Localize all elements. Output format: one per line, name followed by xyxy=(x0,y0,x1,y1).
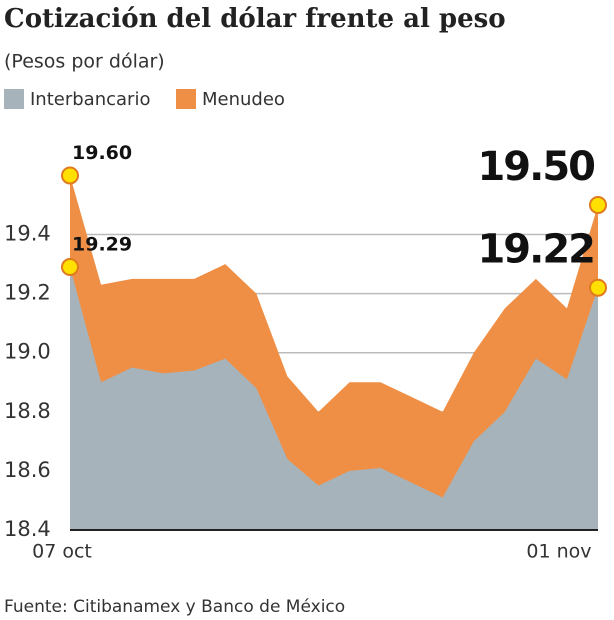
data-label: 19.60 xyxy=(72,142,132,164)
point-marker xyxy=(589,196,607,214)
legend-swatch xyxy=(4,89,24,109)
data-label: 19.50 xyxy=(477,144,594,190)
legend-label: Menudeo xyxy=(202,89,285,110)
point-marker xyxy=(61,166,79,185)
y-tick-label: 18.6 xyxy=(4,458,51,482)
source: Fuente: Citibanamex y Banco de México xyxy=(4,597,345,617)
y-tick-label: 18.4 xyxy=(4,517,51,541)
y-tick-label: 19.2 xyxy=(4,281,51,305)
chart-subtitle: (Pesos por dólar) xyxy=(4,51,165,73)
data-label: 19.29 xyxy=(72,234,132,256)
point-marker xyxy=(589,278,607,297)
y-tick-label: 19.4 xyxy=(4,222,51,246)
point-marker xyxy=(61,258,79,277)
x-tick-label: 07 oct xyxy=(32,541,92,563)
data-label: 19.22 xyxy=(477,227,594,273)
area xyxy=(70,267,598,530)
y-tick-label: 18.8 xyxy=(4,399,51,423)
legend-swatch xyxy=(176,89,196,109)
legend-label: Interbancario xyxy=(30,89,150,110)
x-tick-label: 01 nov xyxy=(526,541,591,563)
y-tick-label: 19.0 xyxy=(4,340,51,364)
chart-title: Cotización del dólar frente al peso xyxy=(4,4,506,34)
